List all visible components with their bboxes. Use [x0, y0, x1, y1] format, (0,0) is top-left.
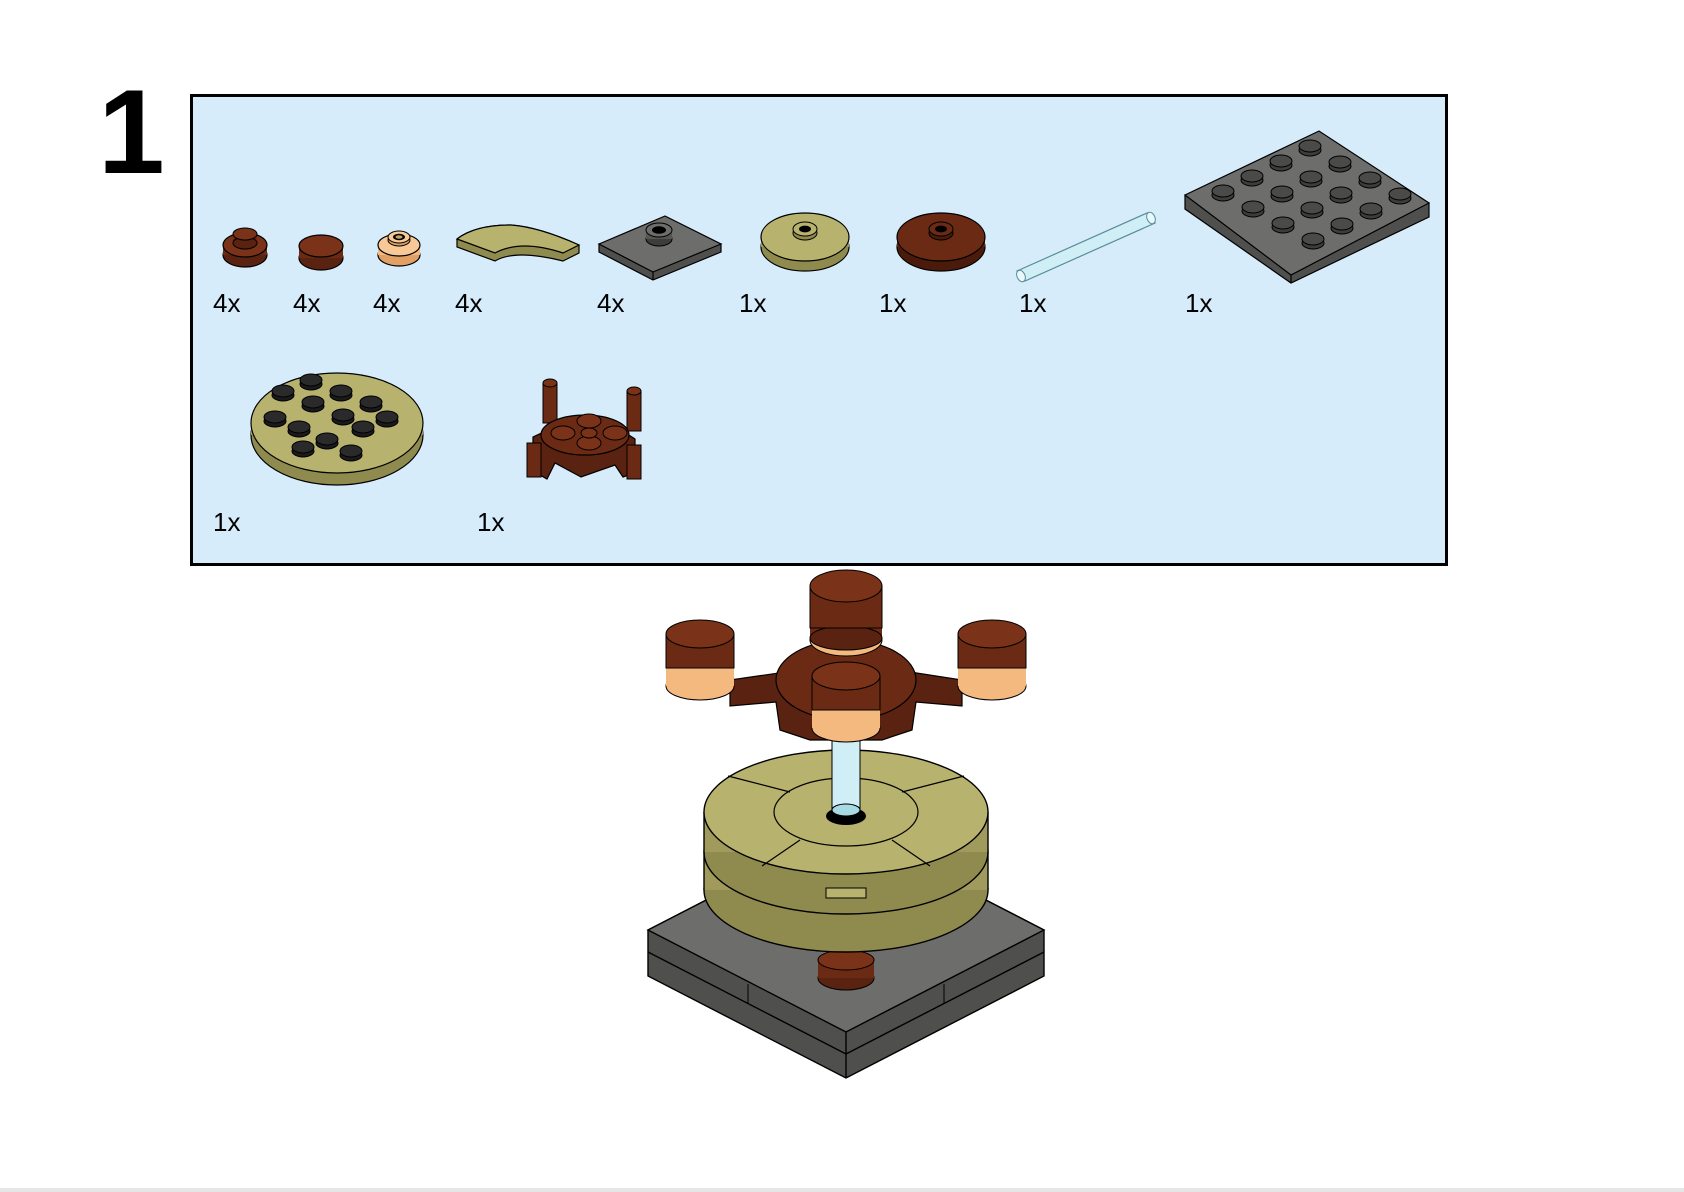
part-jumper-plate-2x2-dark-grey [597, 202, 723, 284]
part-round-tile-1x1-brown [297, 234, 347, 274]
stud [315, 432, 339, 450]
stud [1359, 202, 1383, 220]
round-plate-open-stud-tan-image [377, 230, 421, 267]
stud [1240, 169, 1264, 187]
round-tile-1x1-brown-image [298, 234, 344, 271]
stud [1300, 201, 1324, 219]
stud [271, 384, 295, 402]
stud [1301, 232, 1325, 250]
part-candelabra-holder-brown [523, 373, 653, 487]
qty-label: 4x [597, 288, 625, 318]
curved-tile-olive-image [455, 224, 581, 262]
stud [329, 384, 353, 402]
stud [1358, 171, 1382, 189]
part-round-plate-1x1-brown [221, 225, 271, 270]
stud [299, 373, 323, 391]
part-round-plate-4x4-olive [247, 365, 427, 489]
stud [331, 408, 355, 426]
stud [1330, 217, 1354, 235]
assembled-model [640, 569, 1060, 1090]
qty-label: 4x [213, 288, 241, 318]
qty-label: 1x [879, 288, 907, 318]
qty-label: 4x [373, 288, 401, 318]
stud [351, 420, 375, 438]
part-curved-tile-olive [455, 217, 583, 269]
stud [287, 420, 311, 438]
qty-label: 1x [739, 288, 767, 318]
bar-transparent-image [1016, 211, 1156, 283]
qty-label: 4x [293, 288, 321, 318]
candelabra-holder-brown-image [526, 378, 642, 480]
step-number: 1 [98, 65, 165, 199]
assembled-model-image [646, 569, 1046, 1079]
jumper-plate-2x2-dark-grey-image [597, 215, 723, 281]
round-plate-4x4-olive-image [250, 372, 424, 486]
stud [1271, 216, 1295, 234]
stud [263, 410, 287, 428]
stud [301, 395, 325, 413]
part-bar-transparent [1013, 207, 1163, 287]
stud [291, 440, 315, 458]
plate-4x4-dark-grey-image [1183, 130, 1431, 284]
round-plate-1x1-brown-image [222, 227, 268, 268]
stud [339, 444, 363, 462]
stud [1299, 170, 1323, 188]
qty-label: 1x [1019, 288, 1047, 318]
stud [1298, 139, 1322, 157]
stud [1388, 187, 1412, 205]
round-plate-2x2-brown-image [896, 212, 986, 272]
qty-label: 4x [455, 288, 483, 318]
stud [1328, 155, 1352, 173]
stud [1211, 184, 1235, 202]
part-round-plate-2x2-brown [893, 209, 989, 275]
stud [1329, 186, 1353, 204]
stud [1270, 185, 1294, 203]
stud [1241, 200, 1265, 218]
part-round-plate-2x2-olive [757, 209, 853, 275]
parts-list-panel: 4x 4x 4x [190, 94, 1448, 566]
part-round-plate-open-stud-tan [375, 227, 423, 271]
round-plate-2x2-olive-image [760, 212, 850, 272]
stud [359, 395, 383, 413]
part-plate-4x4-dark-grey [1183, 125, 1433, 289]
stud [1269, 154, 1293, 172]
qty-label: 1x [213, 507, 241, 537]
qty-label: 1x [477, 507, 505, 537]
page-footer-divider [0, 1188, 1684, 1192]
stud [375, 410, 399, 428]
qty-label: 1x [1185, 288, 1213, 318]
